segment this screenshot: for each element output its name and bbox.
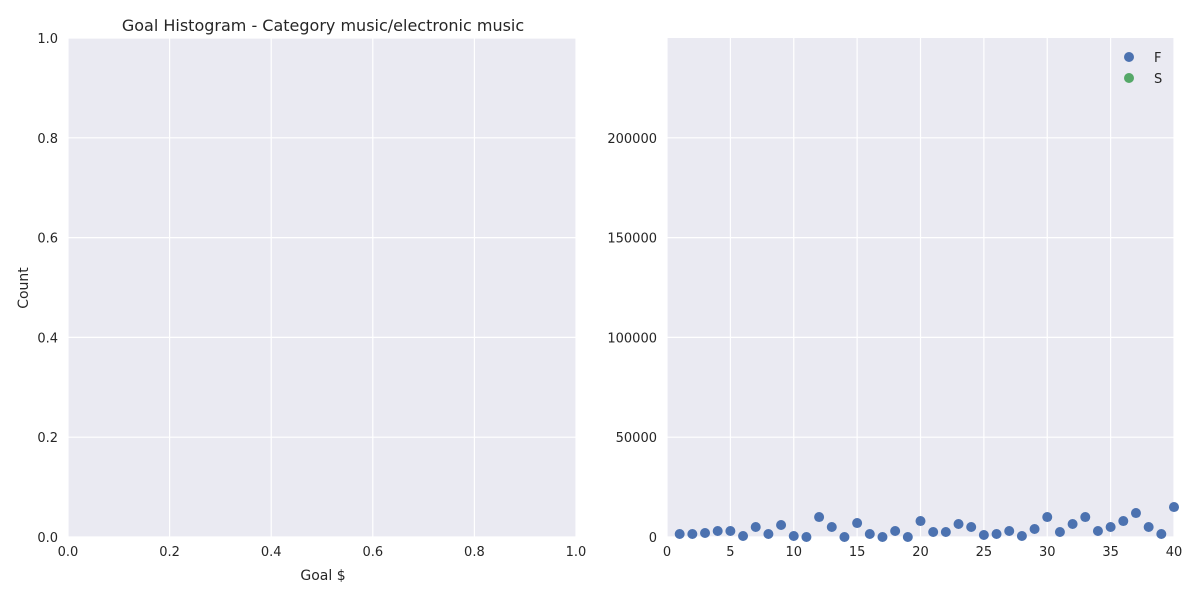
scatter-x-tick-label: 0 bbox=[663, 545, 671, 560]
histogram-x-tick-label: 0.2 bbox=[159, 545, 180, 560]
scatter-y-tick-label: 0 bbox=[649, 531, 657, 546]
scatter-point-f bbox=[826, 522, 837, 533]
scatter-point-f bbox=[1042, 512, 1053, 523]
scatter-point-f bbox=[966, 522, 977, 533]
scatter-panel: 0 5 10 15 20 25 30 35 40 0 50000 100000 150000 20000… bbox=[607, 38, 1182, 560]
scatter-point-f bbox=[1080, 512, 1091, 523]
scatter-point-f bbox=[852, 518, 863, 529]
histogram-y-axis-label: Count bbox=[16, 267, 32, 309]
scatter-x-tick-label: 35 bbox=[1102, 545, 1119, 560]
scatter-point-f bbox=[991, 529, 1002, 540]
scatter-x-tick-label: 10 bbox=[785, 545, 802, 560]
histogram-plot-area bbox=[68, 38, 576, 537]
legend-marker-s bbox=[1124, 73, 1134, 83]
scatter-point-f bbox=[940, 527, 951, 538]
scatter-point-f bbox=[839, 532, 850, 542]
scatter-point-f bbox=[1054, 527, 1065, 538]
scatter-y-tick-label: 50000 bbox=[616, 431, 657, 446]
scatter-y-tick-labels: 0 50000 100000 150000 200000 bbox=[607, 132, 657, 546]
scatter-point-f bbox=[1004, 526, 1015, 537]
scatter-x-tick-labels: 0 5 10 15 20 25 30 35 40 bbox=[663, 545, 1182, 560]
scatter-point-f bbox=[1092, 526, 1103, 537]
histogram-y-tick-label: 0.6 bbox=[37, 232, 58, 247]
scatter-point-f bbox=[725, 526, 736, 537]
scatter-point-f bbox=[738, 531, 749, 542]
scatter-point-f bbox=[864, 529, 875, 540]
scatter-point-f bbox=[953, 519, 964, 530]
histogram-y-tick-label: 0.0 bbox=[37, 531, 58, 546]
scatter-x-tick-label: 5 bbox=[726, 545, 734, 560]
scatter-point-f bbox=[776, 520, 787, 531]
scatter-legend: F S bbox=[1124, 51, 1162, 87]
scatter-x-tick-label: 25 bbox=[976, 545, 993, 560]
scatter-y-tick-label: 100000 bbox=[607, 331, 657, 346]
histogram-title: Goal Histogram - Category music/electron… bbox=[122, 16, 524, 35]
scatter-point-f bbox=[801, 532, 812, 542]
scatter-x-tick-label: 40 bbox=[1166, 545, 1183, 560]
legend-label-s: S bbox=[1154, 72, 1162, 87]
histogram-y-tick-label: 0.8 bbox=[37, 132, 58, 147]
scatter-y-tick-label: 200000 bbox=[607, 132, 657, 147]
scatter-point-f bbox=[1156, 529, 1167, 540]
scatter-point-f bbox=[788, 531, 799, 542]
legend-label-f: F bbox=[1154, 51, 1161, 66]
scatter-point-f bbox=[1169, 502, 1179, 513]
scatter-point-f bbox=[687, 529, 698, 540]
legend-marker-f bbox=[1124, 52, 1134, 62]
scatter-point-f bbox=[750, 522, 761, 533]
histogram-x-tick-label: 0.4 bbox=[261, 545, 282, 560]
scatter-point-f bbox=[1067, 519, 1078, 530]
histogram-x-tick-label: 0.8 bbox=[464, 545, 485, 560]
scatter-point-f bbox=[1029, 524, 1040, 535]
scatter-x-tick-label: 20 bbox=[912, 545, 929, 560]
scatter-point-f bbox=[700, 528, 711, 539]
scatter-y-tick-label: 150000 bbox=[607, 232, 657, 247]
histogram-x-tick-labels: 0.0 0.2 0.4 0.6 0.8 1.0 bbox=[58, 545, 587, 560]
histogram-panel: 0.0 0.2 0.4 0.6 0.8 1.0 0.0 0.2 0.4 0.6 0.8 1.0 Go… bbox=[16, 16, 586, 584]
scatter-point-f bbox=[712, 526, 723, 537]
scatter-point-f bbox=[978, 530, 989, 541]
scatter-point-f bbox=[814, 512, 825, 523]
scatter-point-f bbox=[1118, 516, 1129, 527]
scatter-x-tick-label: 15 bbox=[849, 545, 866, 560]
scatter-point-f bbox=[928, 527, 939, 538]
scatter-point-f bbox=[1143, 522, 1154, 533]
scatter-points bbox=[674, 502, 1179, 542]
histogram-gridlines bbox=[67, 37, 577, 538]
scatter-point-f bbox=[877, 532, 888, 542]
histogram-y-tick-label: 1.0 bbox=[37, 32, 58, 47]
scatter-point-f bbox=[763, 529, 774, 540]
scatter-point-f bbox=[890, 526, 901, 537]
scatter-gridlines bbox=[666, 38, 1175, 538]
histogram-y-tick-label: 0.2 bbox=[37, 431, 58, 446]
scatter-point-f bbox=[1130, 508, 1141, 519]
histogram-x-tick-label: 0.0 bbox=[58, 545, 79, 560]
scatter-point-f bbox=[1016, 531, 1027, 542]
histogram-x-tick-label: 1.0 bbox=[566, 545, 587, 560]
scatter-point-f bbox=[1105, 522, 1116, 533]
scatter-point-f bbox=[674, 529, 685, 540]
scatter-point-f bbox=[902, 532, 913, 542]
scatter-x-tick-label: 30 bbox=[1039, 545, 1056, 560]
histogram-x-axis-label: Goal $ bbox=[300, 568, 345, 584]
histogram-y-tick-labels: 0.0 0.2 0.4 0.6 0.8 1.0 bbox=[37, 32, 58, 546]
histogram-x-tick-label: 0.6 bbox=[362, 545, 383, 560]
histogram-y-tick-label: 0.4 bbox=[37, 331, 58, 346]
scatter-point-f bbox=[915, 516, 926, 527]
